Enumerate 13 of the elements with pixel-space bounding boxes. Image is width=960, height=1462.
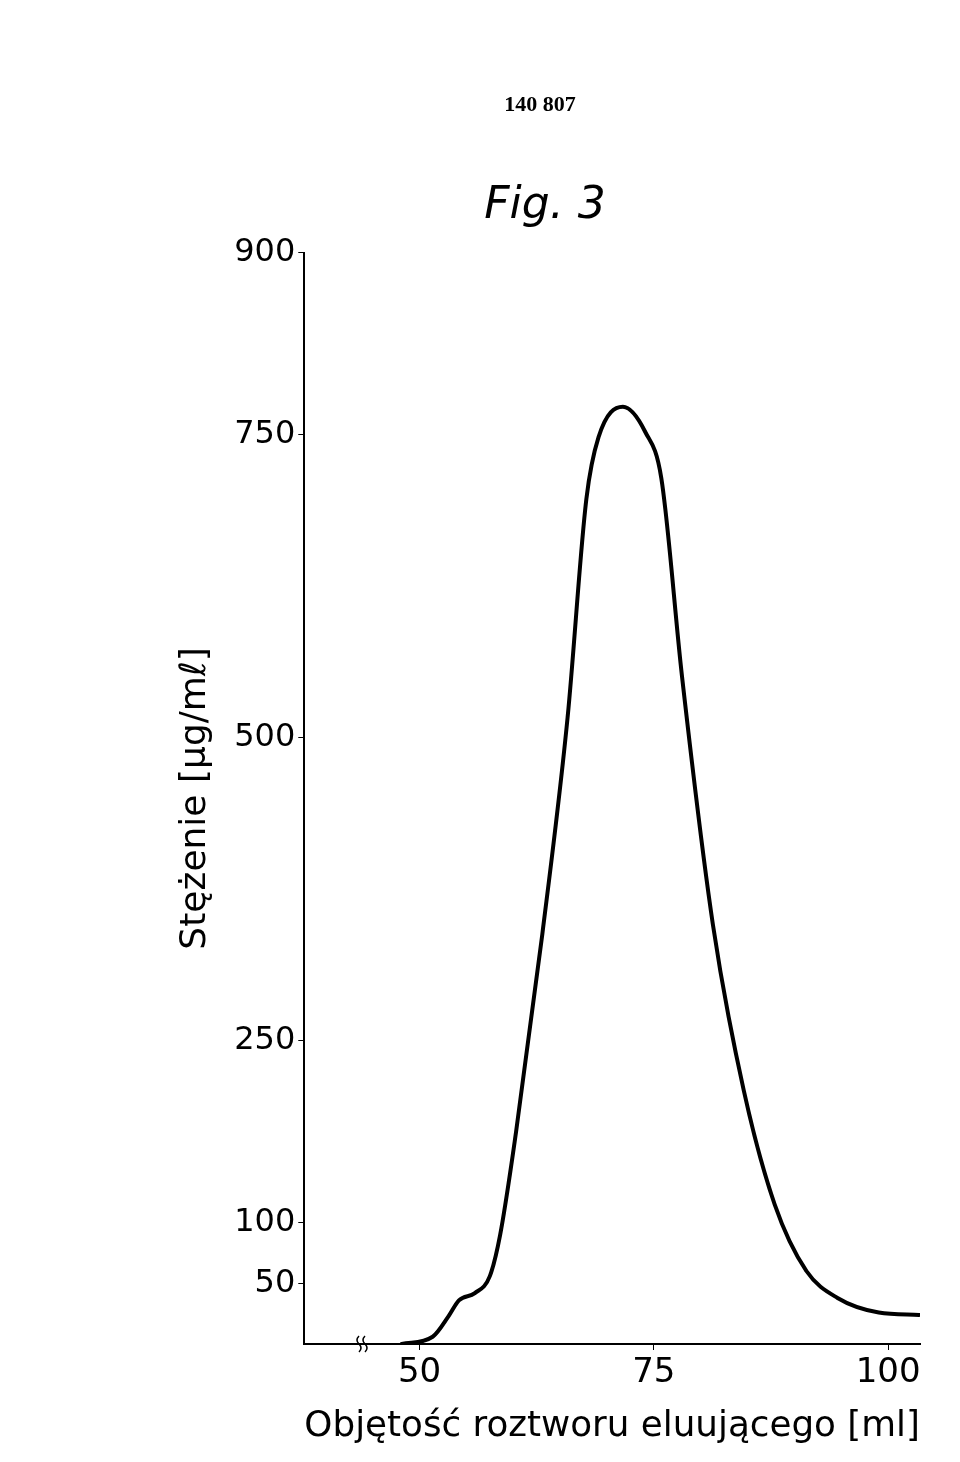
x-tick-label: 75: [632, 1350, 676, 1391]
x-axis-title: Objętość roztworu eluującego [ml]: [304, 1402, 920, 1444]
y-tick-label: 50: [254, 1261, 296, 1300]
chart-title: Fig. 3: [484, 176, 606, 228]
y-tick-label: 250: [234, 1019, 296, 1058]
text: 140 807: [504, 90, 576, 116]
x-tick-label: 100: [855, 1350, 921, 1391]
y-tick-label: 900: [234, 231, 296, 270]
y-tick-label: 500: [234, 716, 296, 755]
y-tick-label: 750: [234, 412, 296, 451]
y-axis-title: Stężenie [μg/mℓ]: [171, 647, 213, 950]
y-tick-label: 100: [234, 1201, 296, 1240]
x-tick-label: 50: [397, 1350, 442, 1391]
